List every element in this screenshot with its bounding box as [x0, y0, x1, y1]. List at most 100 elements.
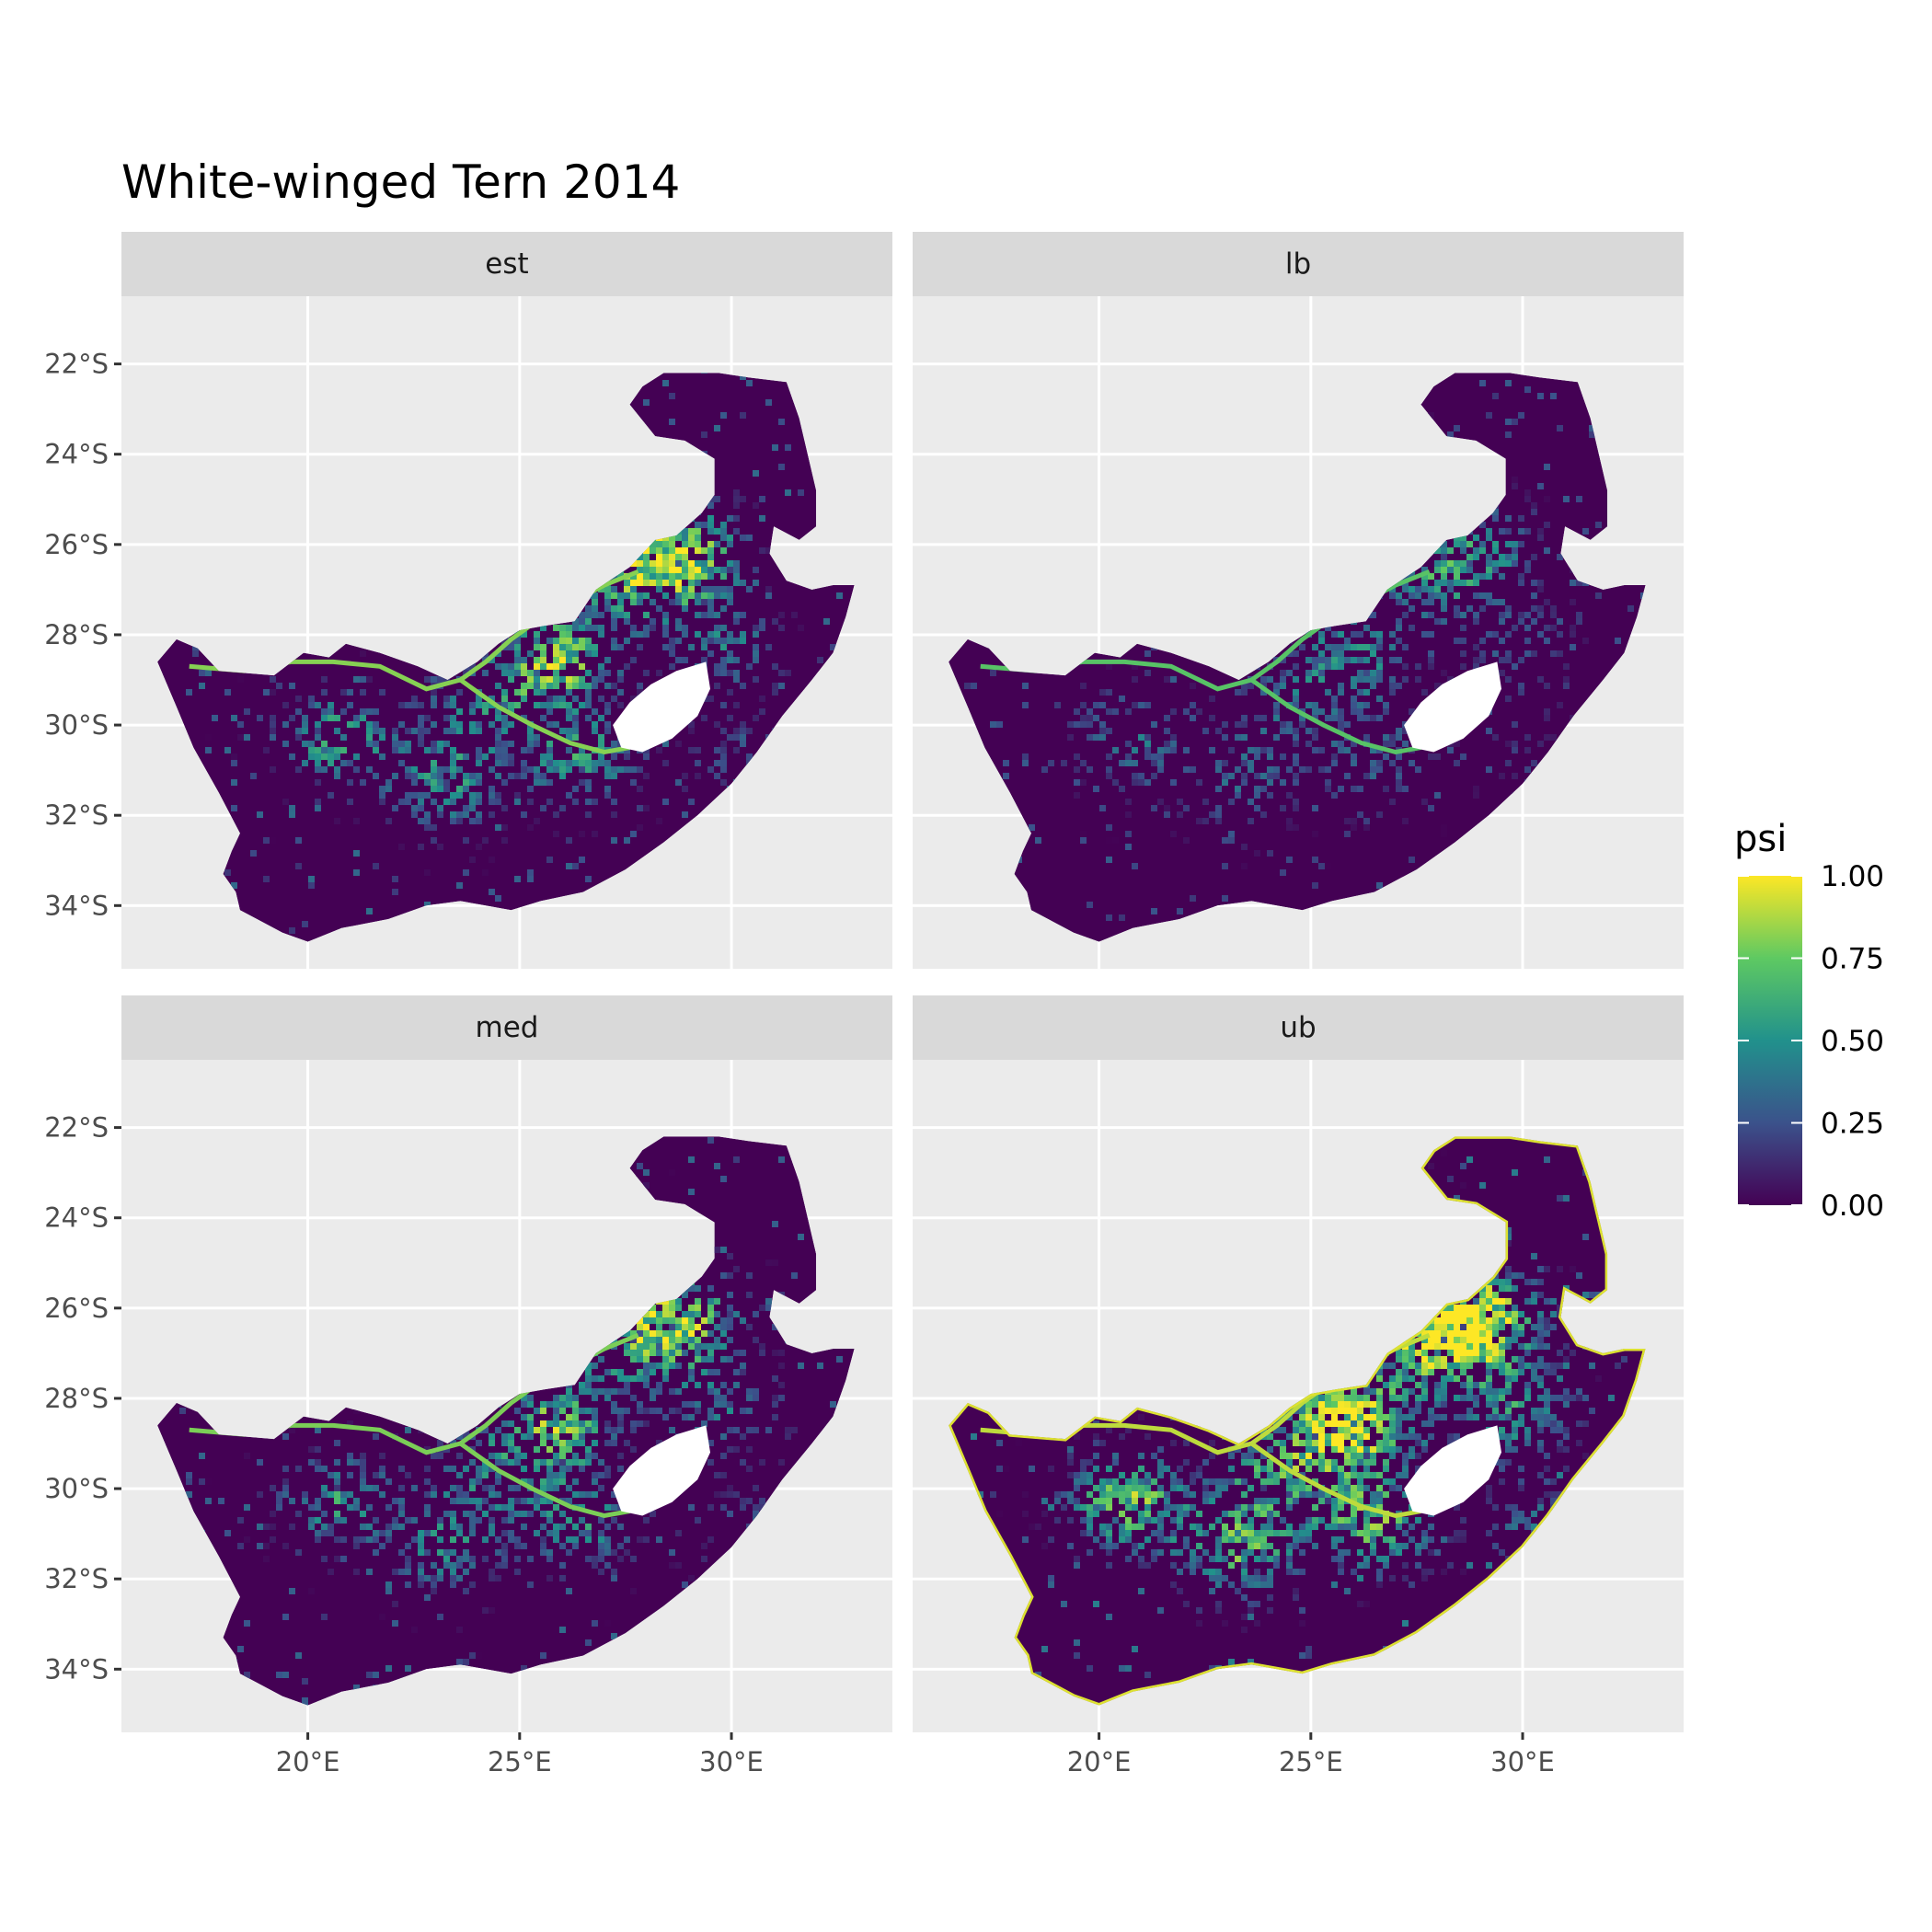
map-cell	[778, 419, 785, 425]
map-cell	[1202, 728, 1209, 734]
map-cell	[1235, 721, 1241, 728]
map-cell	[540, 715, 546, 721]
map-cell	[643, 1350, 650, 1356]
map-cell	[624, 837, 630, 844]
map-cell	[598, 625, 604, 631]
map-cell	[707, 586, 714, 592]
y-tick-label: 28°S	[44, 619, 109, 650]
map-cell	[1557, 554, 1563, 560]
map-cell	[669, 535, 675, 541]
map-cell	[572, 625, 579, 631]
map-cell	[753, 715, 759, 721]
map-cell	[385, 1524, 392, 1530]
map-cell	[817, 1363, 823, 1369]
map-cell	[1454, 1311, 1460, 1317]
map-cell	[553, 1433, 559, 1440]
map-cell	[1112, 747, 1119, 753]
map-cell	[431, 696, 437, 702]
map-cell	[566, 689, 572, 696]
map-cell	[1524, 1279, 1531, 1285]
map-cell	[1441, 560, 1447, 567]
map-cell	[714, 586, 720, 592]
map-cell	[212, 715, 218, 721]
map-cell	[650, 625, 656, 631]
map-cell	[572, 638, 579, 644]
map-cell	[695, 567, 701, 573]
map-cell	[1376, 663, 1383, 670]
map-cell	[257, 1524, 263, 1530]
map-cell	[463, 1556, 469, 1562]
map-cell	[385, 1530, 392, 1536]
map-cell	[1396, 683, 1402, 689]
map-cell	[714, 721, 720, 728]
map-cell	[469, 773, 476, 779]
map-cell	[643, 1517, 650, 1524]
map-cell	[1260, 747, 1267, 753]
map-cell	[546, 638, 553, 644]
map-cell	[1466, 1324, 1473, 1330]
map-cell	[1402, 1363, 1409, 1369]
map-cell	[1447, 1330, 1454, 1337]
map-cell	[1325, 715, 1331, 721]
map-cell	[437, 1536, 443, 1543]
map-cell	[1087, 708, 1093, 715]
map-cell	[521, 1401, 527, 1408]
map-cell	[701, 644, 707, 650]
map-cell	[630, 599, 637, 605]
map-cell	[373, 728, 379, 734]
map-cell	[579, 1433, 585, 1440]
map-cell	[534, 1491, 540, 1498]
map-cell	[495, 1536, 501, 1543]
map-cell	[669, 1337, 675, 1343]
map-cell	[791, 1427, 798, 1433]
map-cell	[1479, 1311, 1486, 1317]
map-cell	[1144, 741, 1151, 747]
map-cell	[1524, 747, 1531, 753]
map-cell	[727, 1337, 733, 1343]
map-cell	[669, 1363, 675, 1369]
map-cell	[1363, 702, 1370, 708]
map-cell	[765, 1259, 772, 1266]
map-cell	[733, 728, 740, 734]
map-cell	[385, 1581, 392, 1588]
map-cell	[714, 567, 720, 573]
map-cell	[720, 535, 727, 541]
map-cell	[1267, 676, 1273, 683]
map-cell	[1479, 592, 1486, 599]
map-cell	[566, 676, 572, 683]
map-cell	[527, 670, 534, 676]
map-cell	[456, 1659, 463, 1665]
map-cell	[701, 373, 707, 374]
map-cell	[637, 644, 643, 650]
map-cell	[463, 1466, 469, 1472]
map-cell	[624, 592, 630, 599]
map-cell	[598, 1356, 604, 1363]
map-cell	[385, 786, 392, 792]
map-cell	[1505, 650, 1512, 657]
map-cell	[431, 1491, 437, 1498]
map-cell	[1505, 528, 1512, 535]
map-cell	[315, 734, 321, 741]
map-cell	[759, 547, 765, 554]
map-cell	[1518, 1343, 1524, 1350]
map-cell	[1486, 1375, 1492, 1382]
map-cell	[1441, 1317, 1447, 1324]
map-cell	[257, 811, 263, 818]
map-cell	[604, 760, 611, 766]
map-cell	[727, 1292, 733, 1298]
map-cell	[688, 728, 695, 734]
map-cell	[431, 702, 437, 708]
map-cell	[566, 638, 572, 644]
map-cell	[411, 1627, 418, 1633]
map-cell	[411, 696, 418, 702]
map-cell	[443, 1562, 450, 1569]
map-cell	[559, 1524, 566, 1530]
map-cell	[669, 1427, 675, 1433]
map-cell	[1022, 702, 1029, 708]
map-cell	[1492, 1292, 1499, 1298]
map-cell	[559, 638, 566, 644]
map-cell	[469, 1498, 476, 1504]
map-cell	[727, 1408, 733, 1414]
map-cell	[508, 1485, 514, 1491]
